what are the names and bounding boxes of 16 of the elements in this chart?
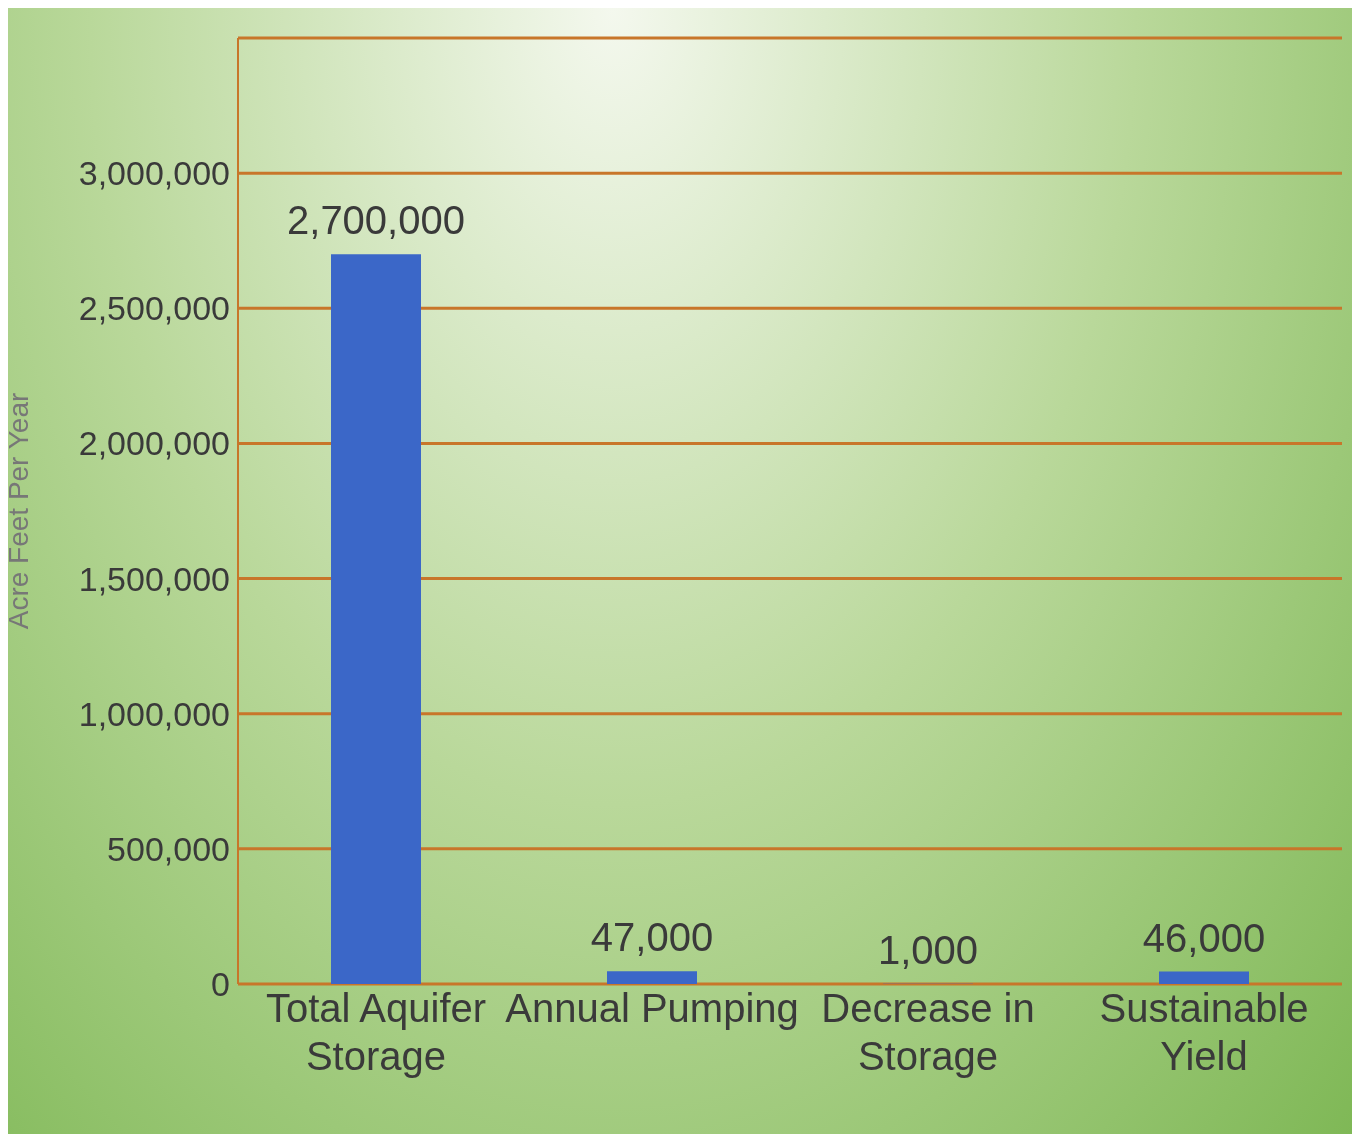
data-label: 1,000	[877, 927, 979, 972]
data-label: 46,000	[1142, 915, 1266, 960]
x-tick-label: Annual Pumping	[505, 986, 799, 1030]
y-tick-label: 2,500,000	[78, 289, 230, 328]
x-tick-label: Sustainable Yield	[1099, 986, 1309, 1078]
y-tick-label: 3,000,000	[78, 154, 230, 193]
y-tick-label: 1,000,000	[78, 694, 230, 733]
x-tick-label: Total Aquifer Storage	[265, 986, 487, 1078]
data-label: 47,000	[590, 915, 714, 960]
y-axis-title: Acre Feet Per Year	[2, 392, 34, 630]
data-label: 2,700,000	[287, 198, 465, 243]
y-tick-label: 500,000	[107, 829, 230, 868]
y-tick-label: 2,000,000	[78, 424, 230, 463]
x-tick-label: Decrease in Storage	[821, 986, 1035, 1078]
y-tick-label: 1,500,000	[78, 559, 230, 598]
y-tick-label: 0	[211, 965, 230, 1004]
